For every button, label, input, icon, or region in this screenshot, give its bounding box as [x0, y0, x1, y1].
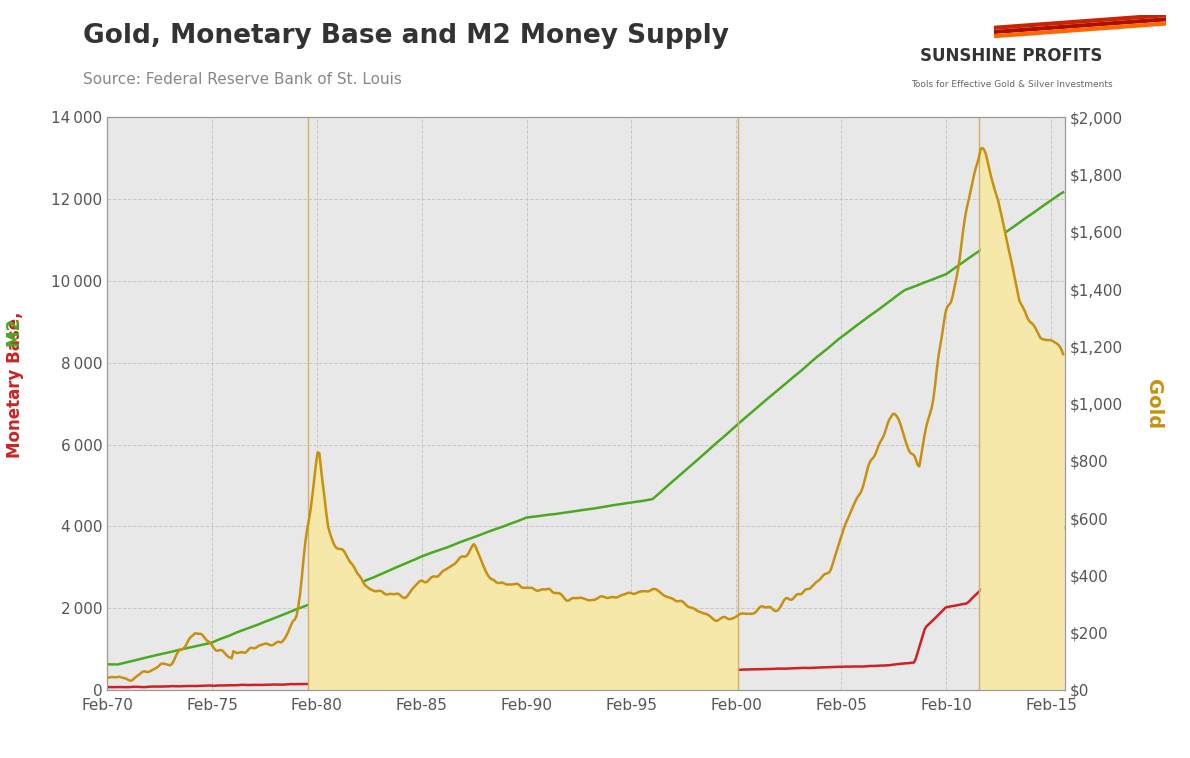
- Text: Monetary Base,: Monetary Base,: [6, 300, 25, 458]
- Text: Source: Federal Reserve Bank of St. Louis: Source: Federal Reserve Bank of St. Loui…: [83, 72, 402, 87]
- Text: M2: M2: [6, 319, 25, 439]
- Text: SUNSHINE PROFITS: SUNSHINE PROFITS: [920, 47, 1103, 65]
- Text: Gold, Monetary Base and M2 Money Supply: Gold, Monetary Base and M2 Money Supply: [83, 23, 729, 49]
- Text: Tools for Effective Gold & Silver Investments: Tools for Effective Gold & Silver Invest…: [910, 80, 1113, 89]
- Y-axis label: Gold: Gold: [1144, 378, 1163, 429]
